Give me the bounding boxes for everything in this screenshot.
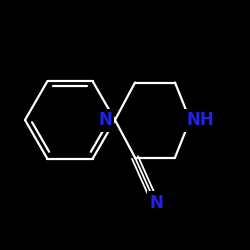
Text: N: N	[98, 111, 112, 129]
Text: N: N	[149, 194, 163, 212]
Text: NH: NH	[186, 111, 214, 129]
